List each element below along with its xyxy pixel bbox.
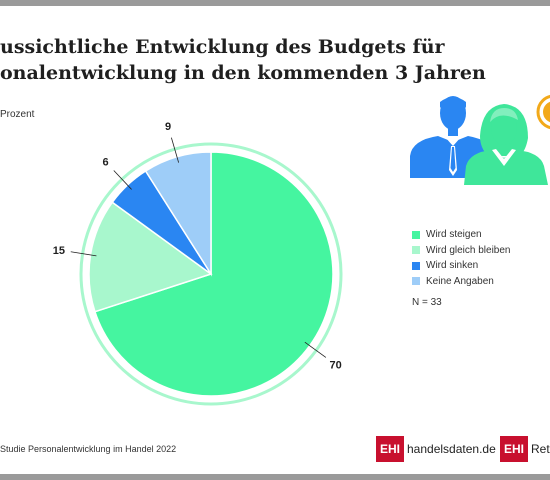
legend: Wird steigen Wird gleich bleiben Wird si…	[412, 227, 511, 289]
data-label: 6	[103, 157, 109, 169]
legend-swatch	[412, 230, 420, 239]
data-label: 9	[165, 121, 171, 133]
legend-swatch	[412, 261, 420, 270]
logo-badge: EHI	[500, 436, 528, 462]
source-note: Studie Personalentwicklung im Handel 202…	[0, 444, 177, 454]
leader-line	[170, 137, 180, 163]
people-illustration-icon	[410, 94, 550, 185]
legend-label: Wird gleich bleiben	[426, 244, 511, 256]
ehi-handelsdaten-logo[interactable]: EHI handelsdaten.de	[376, 436, 496, 462]
ehi-retail-logo[interactable]: EHI Retai	[500, 436, 550, 462]
logo-badge: EHI	[376, 436, 404, 462]
legend-item-gleich: Wird gleich bleiben	[412, 243, 511, 259]
chart-title-line-2: onalentwicklung in den kommenden 3 Jahre…	[0, 62, 486, 84]
leader-line	[304, 341, 327, 358]
pie-outer-ring	[79, 142, 343, 406]
data-label: 70	[329, 360, 341, 372]
logo-text: handelsdaten.de	[407, 442, 496, 456]
legend-label: Wird steigen	[426, 229, 482, 241]
top-border	[0, 0, 550, 6]
legend-item-steigen: Wird steigen	[412, 227, 511, 243]
data-label: 15	[53, 245, 65, 257]
logo-text: Retai	[531, 442, 550, 456]
chart-title: ussichtliche Entwicklung des Budgets für…	[0, 34, 548, 86]
leader-line	[70, 251, 97, 257]
bottom-border	[0, 474, 550, 480]
legend-label: Keine Angaben	[426, 275, 494, 287]
leader-line	[113, 170, 132, 190]
chart-title-line-1: ussichtliche Entwicklung des Budgets für	[0, 36, 445, 58]
unit-label: Prozent	[0, 109, 35, 120]
pie-chart: 70 15 6 9	[53, 121, 343, 406]
legend-item-keine: Keine Angaben	[412, 274, 511, 290]
legend-swatch	[412, 246, 420, 255]
legend-label: Wird sinken	[426, 260, 479, 272]
sample-size-note: N = 33	[412, 297, 442, 308]
legend-item-sinken: Wird sinken	[412, 258, 511, 274]
legend-swatch	[412, 277, 420, 286]
